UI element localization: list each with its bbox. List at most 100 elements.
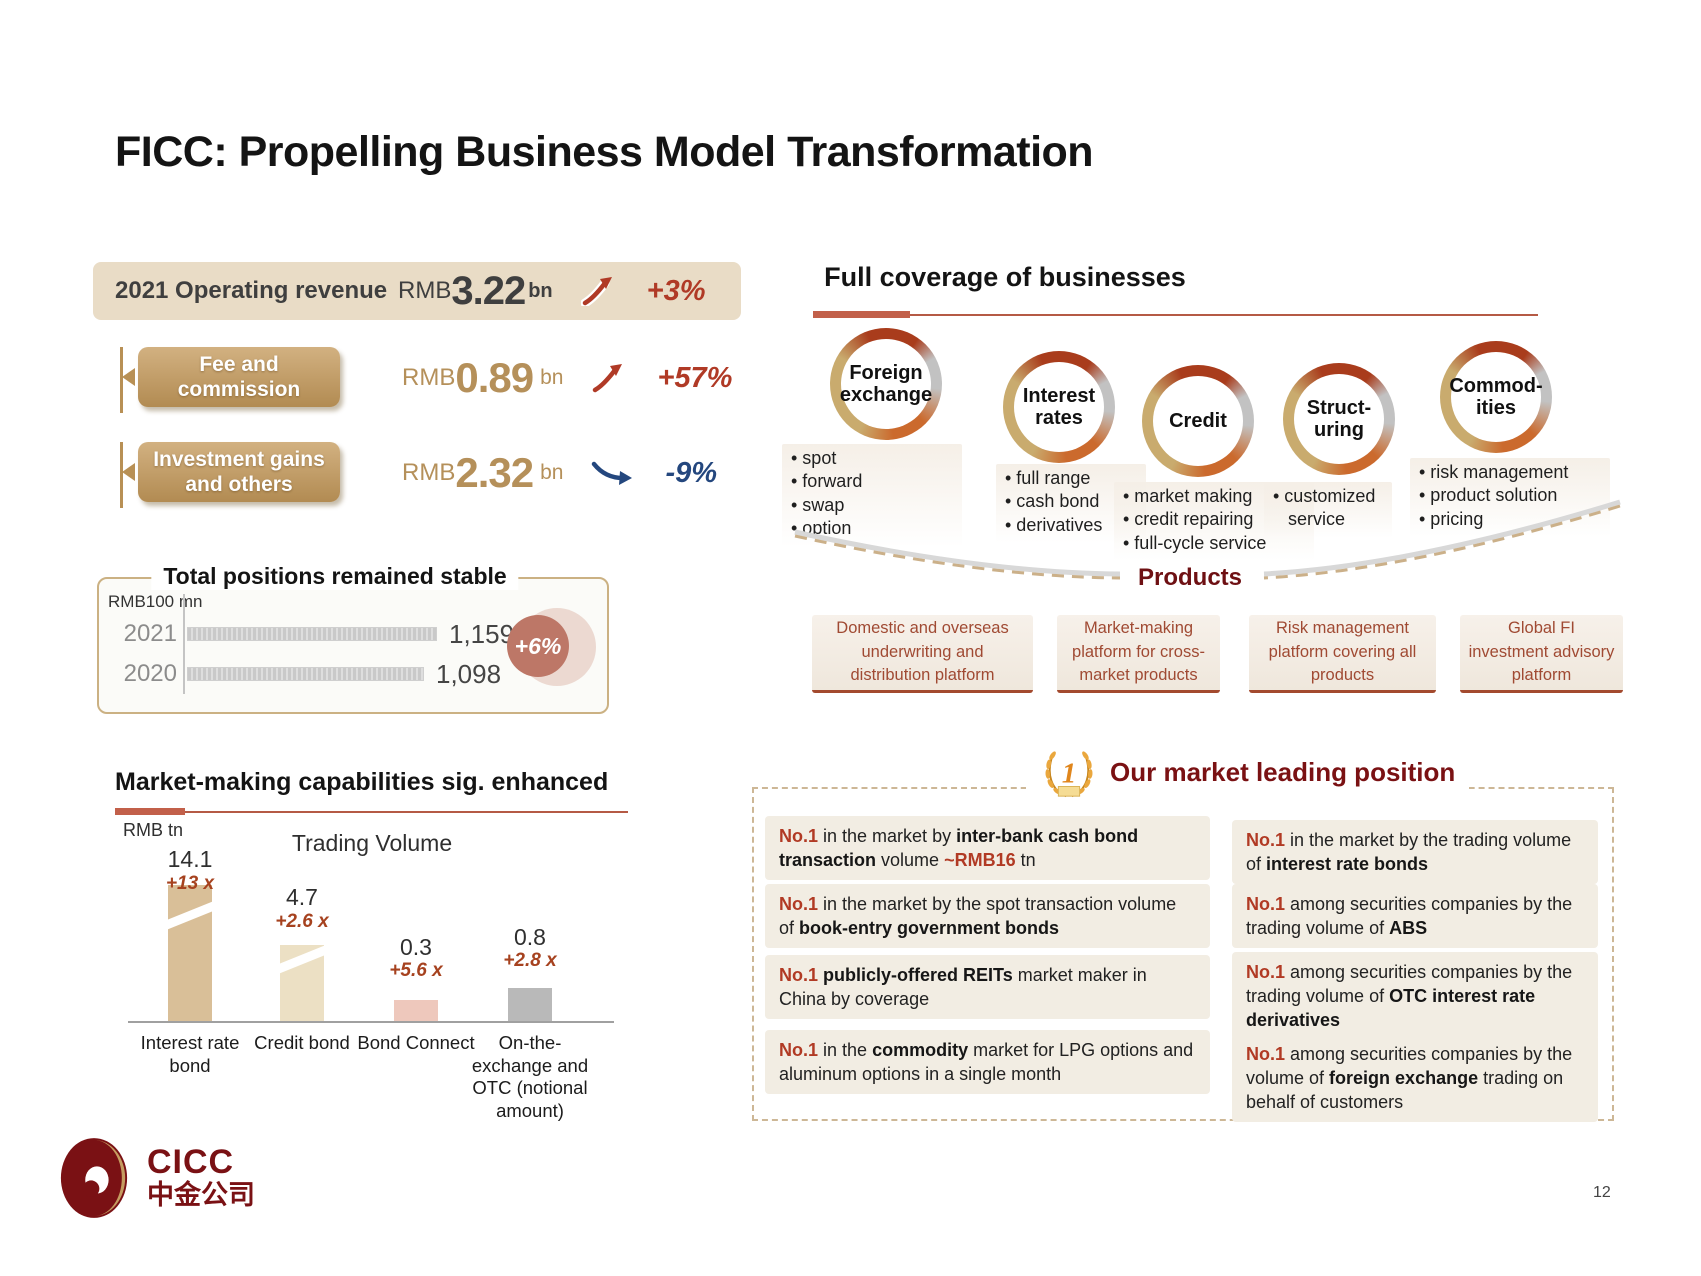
bar-growth-label: +2.8 x bbox=[503, 950, 557, 971]
business-ring: Struct- uring bbox=[1283, 363, 1395, 475]
fee-commission-pill: Fee and commission bbox=[138, 347, 340, 408]
currency-prefix: RMB bbox=[402, 459, 456, 486]
bar-growth-label: +5.6 x bbox=[389, 960, 443, 981]
rank-label: No.1 bbox=[1246, 894, 1286, 914]
item-text: in the bbox=[818, 1040, 873, 1060]
leading-position-item: No.1 in the commodity market for LPG opt… bbox=[765, 1030, 1210, 1095]
item-text: among securities companies by the volume… bbox=[1246, 1044, 1573, 1089]
operating-revenue-label: 2021 Operating revenue bbox=[115, 277, 388, 304]
investment-gains-value: 2.32 bbox=[455, 449, 534, 496]
up-arrow-icon bbox=[580, 276, 615, 306]
positions-year-label: 2021 bbox=[123, 620, 177, 647]
leading-position-item: No.1 among securities companies by the t… bbox=[1232, 884, 1598, 949]
leading-position-title: Our market leading position bbox=[1110, 756, 1456, 787]
bar-value-label: 4.7 bbox=[286, 884, 318, 910]
rank-label: No.1 bbox=[1246, 830, 1286, 850]
bar-value-label: 0.8 bbox=[514, 924, 546, 950]
rank-label: No.1 bbox=[779, 826, 819, 846]
item-text: among securities companies by the tradin… bbox=[1246, 962, 1573, 1007]
investment-gains-value-row: RMB 2.32 bn -9% bbox=[402, 444, 717, 502]
item-text: interest rate bonds bbox=[1266, 854, 1429, 875]
logo-text-en: CICC bbox=[147, 1142, 235, 1181]
bar-growth-label: +2.6 x bbox=[275, 911, 329, 932]
fee-commission-value-row: RMB 0.89 bn +57% bbox=[402, 349, 732, 407]
leading-position-item: No.1 among securities companies by the t… bbox=[1232, 952, 1598, 1041]
item-text: commodity bbox=[872, 1040, 969, 1060]
positions-bar-row: 2020 1,098 bbox=[105, 658, 501, 690]
business-name: Credit bbox=[1169, 409, 1227, 432]
positions-value-label: 1,159 bbox=[449, 618, 515, 649]
products-label: Products bbox=[1137, 564, 1243, 591]
investment-gains-pill: Investment gains and others bbox=[138, 442, 340, 503]
bullet-item: • derivatives bbox=[1005, 514, 1103, 535]
bar-value-label: 14.1 bbox=[167, 846, 213, 872]
company-logo: CICC 中金公司 bbox=[57, 1136, 255, 1220]
item-text: foreign exchange bbox=[1329, 1068, 1479, 1089]
operating-revenue-change: +3% bbox=[646, 274, 706, 307]
item-text: in the market by bbox=[818, 826, 957, 846]
up-arrow-icon bbox=[591, 363, 625, 393]
positions-bar-row: 2021 1,159 bbox=[105, 618, 514, 650]
item-text: inter-bank cash bond transaction bbox=[779, 826, 1139, 871]
growth-badge: +6% bbox=[507, 615, 569, 677]
trading-volume-bar bbox=[394, 1000, 438, 1022]
section-divider bbox=[115, 808, 628, 815]
positions-value-label: 1,098 bbox=[436, 658, 502, 689]
bullet-item: • forward bbox=[791, 471, 863, 492]
section-divider bbox=[813, 311, 1538, 318]
business-ring: Foreign exchange bbox=[830, 328, 942, 440]
operating-revenue-value: 3.22 bbox=[451, 268, 526, 313]
product-box: Global FI investment advisory platform bbox=[1460, 615, 1623, 693]
rank-label: No.1 bbox=[779, 1040, 819, 1060]
item-text: volume bbox=[876, 850, 945, 871]
product-box: Risk management platform covering all pr… bbox=[1249, 615, 1436, 693]
business-name: Commod- ities bbox=[1449, 374, 1543, 419]
rank-label: No.1 bbox=[1246, 962, 1286, 982]
product-box: Domestic and overseas underwriting and d… bbox=[812, 615, 1033, 693]
bullet-item: • spot bbox=[791, 448, 837, 468]
item-text: among securities companies by the tradin… bbox=[1246, 894, 1573, 939]
market-making-title: Market-making capabilities sig. enhanced bbox=[115, 768, 609, 796]
item-text: OTC interest rate derivatives bbox=[1246, 986, 1536, 1031]
bar-value-label: 0.3 bbox=[400, 934, 432, 960]
item-text: book-entry government bonds bbox=[799, 918, 1060, 939]
logo-text-cn: 中金公司 bbox=[147, 1180, 255, 1211]
chart-baseline bbox=[128, 1021, 614, 1023]
positions-unit-label: RMB100 mn bbox=[108, 592, 203, 611]
item-text: market for LPG options and aluminum opti… bbox=[779, 1040, 1194, 1085]
operating-revenue-box: 2021 Operating revenue RMB 3.22 bn +3% bbox=[93, 262, 741, 320]
rank-label: No.1 bbox=[779, 965, 819, 985]
business-name: Foreign exchange bbox=[839, 361, 933, 406]
positions-axis-line bbox=[183, 594, 185, 694]
total-positions-title: Total positions remained stable bbox=[151, 563, 519, 590]
bracket-line bbox=[120, 347, 123, 413]
item-text: tn bbox=[1015, 850, 1036, 871]
bar-category-label: On-the- exchange and OTC (notional amoun… bbox=[471, 1032, 589, 1121]
leading-position-item: No.1 in the market by the spot transacti… bbox=[765, 884, 1210, 949]
business-ring: Credit bbox=[1142, 365, 1254, 477]
leading-position-item: No.1 in the market by the trading volume… bbox=[1232, 820, 1598, 885]
svg-text:1: 1 bbox=[1062, 758, 1077, 790]
bullet-item: • full range bbox=[1005, 468, 1091, 488]
bullet-item: • swap bbox=[791, 494, 845, 515]
page-number: 12 bbox=[1593, 1184, 1611, 1201]
unit-label: bn bbox=[540, 366, 564, 389]
rank-label: ~RMB16 bbox=[944, 850, 1016, 871]
currency-prefix: RMB bbox=[398, 277, 452, 304]
bullet-item: • credit repairing bbox=[1123, 509, 1254, 530]
brace-connector bbox=[794, 499, 1621, 580]
positions-bar bbox=[187, 667, 424, 681]
item-text: in the market by the trading volume of bbox=[1246, 830, 1572, 875]
bracket-arrow-icon bbox=[122, 463, 135, 481]
down-arrow-icon bbox=[591, 460, 633, 486]
bullet-item: • market making bbox=[1123, 486, 1253, 506]
coverage-title: Full coverage of businesses bbox=[824, 262, 1186, 292]
trading-volume-bar bbox=[280, 945, 324, 1022]
bar-category-label: Interest rate bond bbox=[140, 1032, 240, 1076]
fee-commission-change: +57% bbox=[657, 361, 733, 394]
